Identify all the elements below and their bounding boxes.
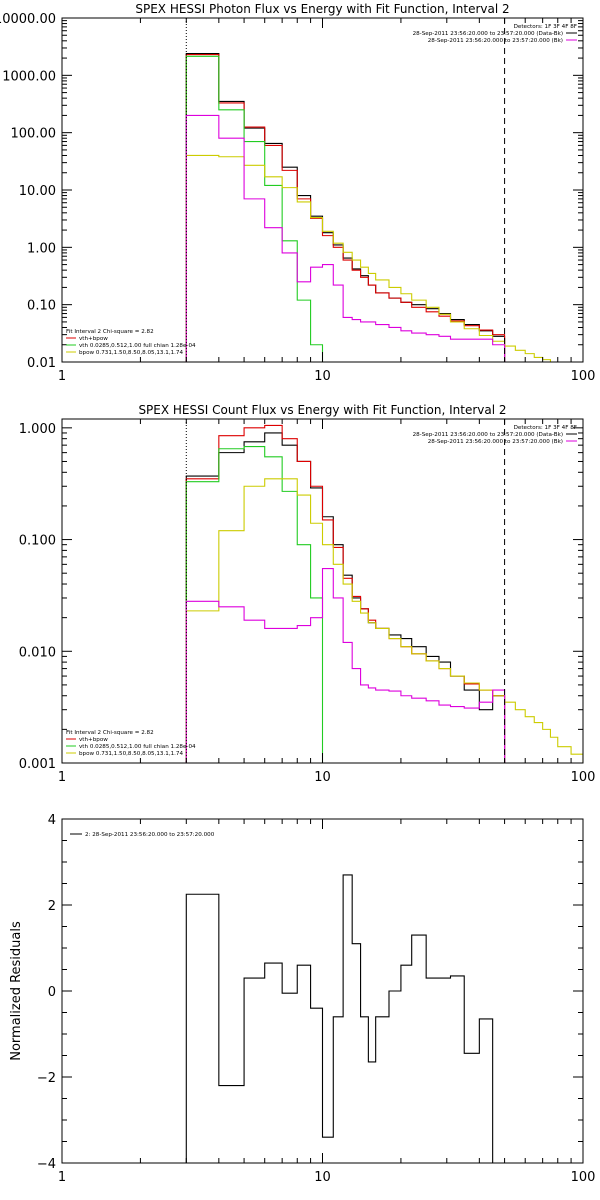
y-tick-label: 0.01 xyxy=(27,356,56,371)
series-group xyxy=(185,52,559,362)
legend-entry-top: Detectors: 1F 3F 4F 8F xyxy=(514,425,577,431)
y-tick-label: 100.00 xyxy=(11,127,57,142)
y-tick-label: 10000.00 xyxy=(0,12,56,27)
y-tick-label: 4 xyxy=(48,813,56,828)
plot-panel-2: SPEX HESSI Count Flux vs Energy with Fit… xyxy=(19,403,596,785)
legend-entry-bottom: bpow 0.731,1.50,8.50,8.05,13.1,1.74 xyxy=(79,350,183,356)
series-line-bpow xyxy=(185,154,559,362)
series-line-vth-bpow xyxy=(185,54,506,362)
plot-panel-3: Normalized Residuals 1 10 100 −4 −2 0 2 4 2: 28-S… xyxy=(9,813,595,1185)
legend-entry-top: Detectors: 1F 3F 4F 8F xyxy=(514,24,577,30)
y-tick-label: 0.010 xyxy=(19,645,56,660)
legend-entry-bottom: vth 0.0285,0.512,1.00 full chian 1.28e-0… xyxy=(79,744,196,750)
series-line-bk xyxy=(185,568,506,763)
y-axis-label: Normalized Residuals xyxy=(9,921,24,1061)
legend-entry-bottom: vth 0.0285,0.512,1.00 full chian 1.28e-0… xyxy=(79,343,196,349)
series-line-vth xyxy=(185,446,324,763)
series-group xyxy=(185,874,494,1163)
y-tick-label: 0.100 xyxy=(19,534,56,549)
x-tick-label: 100 xyxy=(571,770,596,785)
legend-entry-bottom: Fit Interval 2 Chi-square = 2.82 xyxy=(66,730,154,736)
x-tick-label: 1 xyxy=(58,1170,66,1185)
series-group xyxy=(185,424,583,763)
x-tick-label: 10 xyxy=(314,770,331,785)
x-tick-label: 100 xyxy=(571,1170,596,1185)
legend-entry-bottom: vth+bpow xyxy=(79,336,108,342)
chart-title: SPEX HESSI Photon Flux vs Energy with Fi… xyxy=(135,2,509,16)
legend-entry-top: 28-Sep-2011 23:56:20.000 to 23:57:20.000… xyxy=(413,31,563,37)
series-line-bk xyxy=(185,114,506,362)
y-tick-label: 2 xyxy=(48,899,56,914)
y-tick-label: 1.000 xyxy=(19,422,56,437)
series-line-vth xyxy=(185,55,324,362)
series-line-0 xyxy=(185,874,494,1163)
y-tick-label: 0.10 xyxy=(27,299,56,314)
y-tick-label: 0 xyxy=(48,985,56,1000)
series-line-data-bk xyxy=(185,52,506,362)
series-line-vth-bpow xyxy=(185,424,506,763)
y-tick-label: 0.001 xyxy=(19,757,56,772)
legend-entry-bottom: Fit Interval 2 Chi-square = 2.82 xyxy=(66,329,154,335)
legend-entry-top-left: 2: 28-Sep-2011 23:56:20.000 to 23:57:20.… xyxy=(85,832,215,838)
x-tick-label: 1 xyxy=(58,369,66,384)
y-tick-label: −4 xyxy=(37,1157,56,1172)
x-tick-label: 10 xyxy=(314,1170,331,1185)
legend-entry-bottom: bpow 0.731,1.50,8.50,8.05,13.1,1.74 xyxy=(79,751,183,757)
series-line-bpow xyxy=(185,478,583,763)
legend-entry-top: 28-Sep-2011 23:56:20.000 to 23:57:20.000… xyxy=(428,439,563,445)
y-tick-label: 1.00 xyxy=(27,241,56,256)
y-tick-label: −2 xyxy=(37,1071,56,1086)
x-tick-label: 100 xyxy=(571,369,596,384)
x-tick-label: 10 xyxy=(314,369,331,384)
y-tick-label: 10.00 xyxy=(19,184,56,199)
y-tick-label: 1000.00 xyxy=(2,69,56,84)
chart-title: SPEX HESSI Count Flux vs Energy with Fit… xyxy=(138,403,506,417)
legend-entry-top: 28-Sep-2011 23:56:20.000 to 23:57:20.000… xyxy=(413,432,563,438)
x-tick-label: 1 xyxy=(58,770,66,785)
legend-entry-top: 28-Sep-2011 23:56:20.000 to 23:57:20.000… xyxy=(428,38,563,44)
plot-panel-1: SPEX HESSI Photon Flux vs Energy with Fi… xyxy=(0,2,596,384)
legend-entry-bottom: vth+bpow xyxy=(79,737,108,743)
